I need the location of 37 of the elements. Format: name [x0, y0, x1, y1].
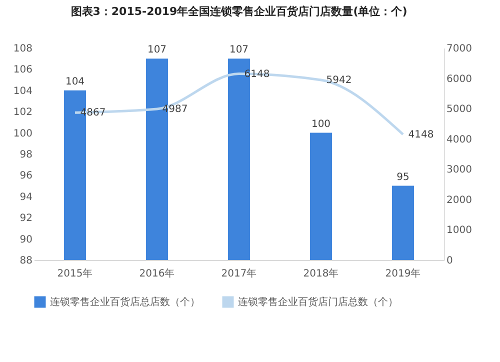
- legend-label: 连锁零售企业百货店门店总数（个）: [238, 296, 398, 308]
- y-tick-label: 90: [20, 234, 32, 246]
- data-label: 107: [229, 44, 249, 56]
- y2-tick-label: 1000: [446, 225, 472, 236]
- data-label: 5942: [326, 75, 352, 86]
- y-tick-label: 94: [20, 192, 32, 203]
- y2-tick-label: 2000: [446, 194, 472, 206]
- data-label: 100: [311, 118, 331, 130]
- data-label: 4987: [162, 104, 188, 115]
- data-label: 6148: [244, 68, 270, 80]
- data-label: 104: [65, 76, 85, 88]
- y2-tick-label: 4000: [446, 134, 472, 146]
- y-tick-label: 88: [20, 256, 32, 266]
- y2-tick-label: 5000: [446, 104, 472, 116]
- y2-tick-label: 6000: [446, 74, 472, 85]
- x-tick-label: 2016年: [139, 268, 175, 280]
- y2-tick-label: 3000: [446, 164, 472, 176]
- x-tick-label: 2018年: [303, 268, 339, 280]
- legend-label: 连锁零售企业百货店总店数（个）: [50, 296, 200, 308]
- data-label: 4148: [408, 129, 434, 140]
- y-tick-label: 108: [13, 44, 32, 54]
- y-tick-label: 98: [20, 150, 32, 160]
- y-tick-label: 96: [20, 170, 32, 182]
- y-tick-label: 104: [13, 86, 32, 97]
- y-tick-label: 106: [13, 64, 32, 76]
- x-tick-label: 2017年: [221, 268, 257, 280]
- chart-title: 图表3：2015-2019年全国连锁零售企业百货店门店数量(单位：个): [70, 5, 408, 18]
- data-label: 95: [396, 172, 410, 183]
- data-label: 107: [147, 44, 167, 56]
- y-tick-label: 100: [13, 128, 32, 140]
- data-label: 4867: [80, 108, 106, 119]
- x-tick-label: 2019年: [385, 268, 421, 280]
- y-tick-label: 92: [20, 213, 32, 224]
- y2-tick-label: 0: [446, 256, 453, 266]
- x-tick-label: 2015年: [57, 268, 93, 280]
- y-tick-label: 102: [13, 107, 32, 118]
- y2-tick-label: 7000: [446, 44, 472, 54]
